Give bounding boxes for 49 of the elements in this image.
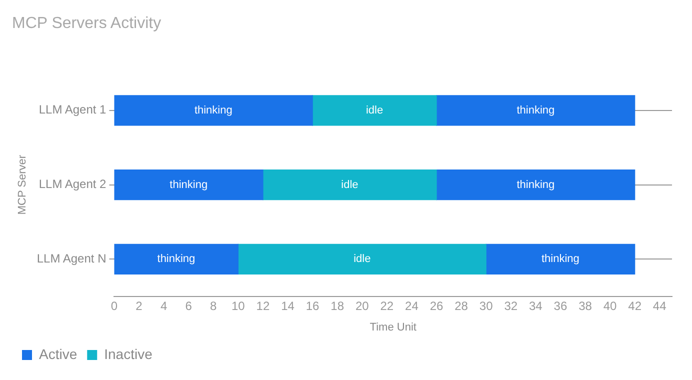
x-tick-label: 6: [185, 298, 192, 313]
x-tick-label: 18: [330, 298, 344, 313]
x-tick-label: 0: [110, 298, 118, 313]
bar: [238, 244, 486, 275]
y-axis-title: MCP Server: [16, 154, 29, 215]
x-tick-label: 36: [554, 298, 568, 313]
bar: [262, 169, 437, 200]
bar: [436, 95, 636, 126]
x-tick-label: 26: [430, 298, 444, 313]
y-tick-label: LLM Agent N: [36, 252, 106, 266]
x-tick-label: 22: [380, 298, 394, 313]
bar: [486, 244, 636, 275]
data-label: idle: [341, 178, 358, 191]
data-label: thinking: [541, 253, 580, 266]
x-tick-label: 12: [256, 298, 270, 313]
y-tick-label: LLM Agent 2: [38, 177, 107, 192]
x-tick-label: 42: [628, 298, 642, 313]
x-tick-label: 10: [232, 298, 246, 313]
x-tick-label: 20: [355, 298, 370, 313]
legend-label: Active: [39, 346, 78, 362]
bar: [114, 169, 264, 200]
bar: [312, 95, 437, 126]
bar: [114, 95, 313, 126]
x-tick-label: 44: [652, 298, 667, 313]
data-label: idle: [354, 253, 371, 266]
legend-label: Inactive: [104, 346, 153, 362]
x-tick-label: 14: [281, 298, 295, 313]
data-label: thinking: [157, 253, 196, 266]
x-tick-label: 24: [405, 298, 419, 313]
x-tick-label: 16: [306, 298, 320, 313]
x-axis-title: Time Unit: [370, 321, 416, 334]
x-tick-label: 32: [504, 298, 518, 313]
x-tick-label: 4: [160, 298, 168, 313]
data-label: thinking: [194, 104, 232, 116]
x-tick-label: 38: [578, 298, 592, 313]
data-label: idle: [366, 104, 384, 116]
x-tick-label: 2: [136, 298, 143, 313]
y-tick-label: LLM Agent 1: [38, 102, 107, 117]
data-label: thinking: [516, 104, 555, 116]
x-tick-label: 30: [479, 298, 494, 313]
x-tick-label: 34: [528, 298, 543, 313]
chart-title: MCP Servers Activity: [12, 15, 162, 32]
bar: [114, 244, 239, 275]
bar: [436, 169, 636, 200]
x-tick-label: 40: [603, 298, 618, 313]
x-tick-label: 28: [454, 298, 468, 313]
data-label: thinking: [170, 178, 208, 191]
x-tick-label: 8: [210, 298, 218, 313]
data-label: thinking: [516, 178, 555, 191]
